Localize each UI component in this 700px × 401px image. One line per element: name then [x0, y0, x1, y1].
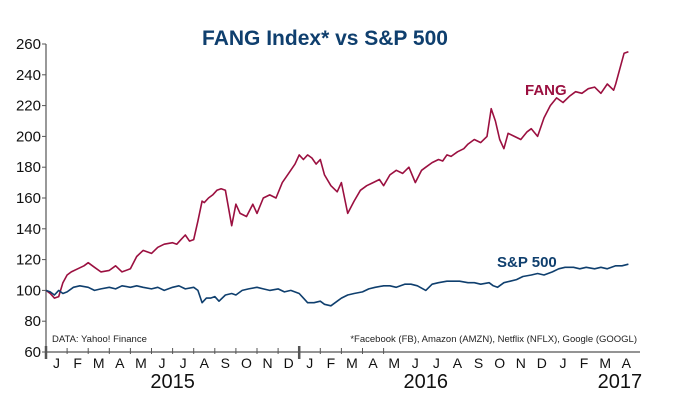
- x-month-label: S: [474, 355, 483, 371]
- fang-line: [45, 50, 629, 299]
- x-month-label: F: [73, 355, 82, 371]
- x-month-label: J: [53, 355, 60, 371]
- y-tick-label: 140: [16, 221, 41, 238]
- fang-series-label: FANG: [525, 82, 567, 99]
- x-month-label: M: [93, 355, 105, 371]
- x-month-label: M: [388, 355, 400, 371]
- fang-footnote: *Facebook (FB), Amazon (AMZN), Netflix (…: [350, 334, 637, 345]
- x-month-label: J: [159, 355, 166, 371]
- x-month-label: O: [494, 355, 505, 371]
- y-tick-label: 220: [16, 98, 41, 115]
- y-tick-label: 60: [24, 344, 41, 361]
- x-year-label: 2015: [150, 371, 195, 393]
- x-month-label: M: [346, 355, 358, 371]
- y-tick-label: 240: [16, 67, 41, 84]
- y-tick-label: 120: [16, 252, 41, 269]
- y-tick-label: 260: [16, 36, 41, 53]
- data-source-note: DATA: Yahoo! Finance: [52, 334, 147, 345]
- x-month-label: J: [559, 355, 566, 371]
- series-group: [45, 50, 629, 307]
- x-month-label: J: [433, 355, 440, 371]
- y-tick-label: 180: [16, 159, 41, 176]
- y-tick-label: 200: [16, 128, 41, 145]
- x-month-label: J: [306, 355, 313, 371]
- x-month-label: D: [284, 355, 294, 371]
- x-month-label: J: [412, 355, 419, 371]
- y-tick-label: 160: [16, 190, 41, 207]
- x-month-label: A: [622, 355, 632, 371]
- x-month-label: O: [241, 355, 252, 371]
- x-month-label: N: [262, 355, 272, 371]
- x-year-label: 2017: [598, 371, 643, 393]
- sp500-line: [45, 263, 629, 307]
- x-month-label: A: [115, 355, 125, 371]
- x-month-label: A: [453, 355, 463, 371]
- x-month-label: A: [200, 355, 210, 371]
- x-month-label: S: [221, 355, 230, 371]
- x-month-label: M: [135, 355, 147, 371]
- chart-title: FANG Index* vs S&P 500: [202, 27, 448, 50]
- x-month-label: A: [368, 355, 378, 371]
- x-month-label: M: [599, 355, 611, 371]
- x-month-label: J: [180, 355, 187, 371]
- x-year-label: 2016: [404, 371, 449, 393]
- x-month-label: N: [516, 355, 526, 371]
- y-tick-label: 80: [24, 313, 41, 330]
- sp500-series-label: S&P 500: [497, 254, 557, 271]
- y-tick-label: 100: [16, 282, 41, 299]
- y-axis: 60 80 100 120 140 160 180 200 220 240 260: [16, 36, 47, 361]
- x-month-label: F: [327, 355, 336, 371]
- x-month-label: D: [537, 355, 547, 371]
- x-month-label: F: [580, 355, 589, 371]
